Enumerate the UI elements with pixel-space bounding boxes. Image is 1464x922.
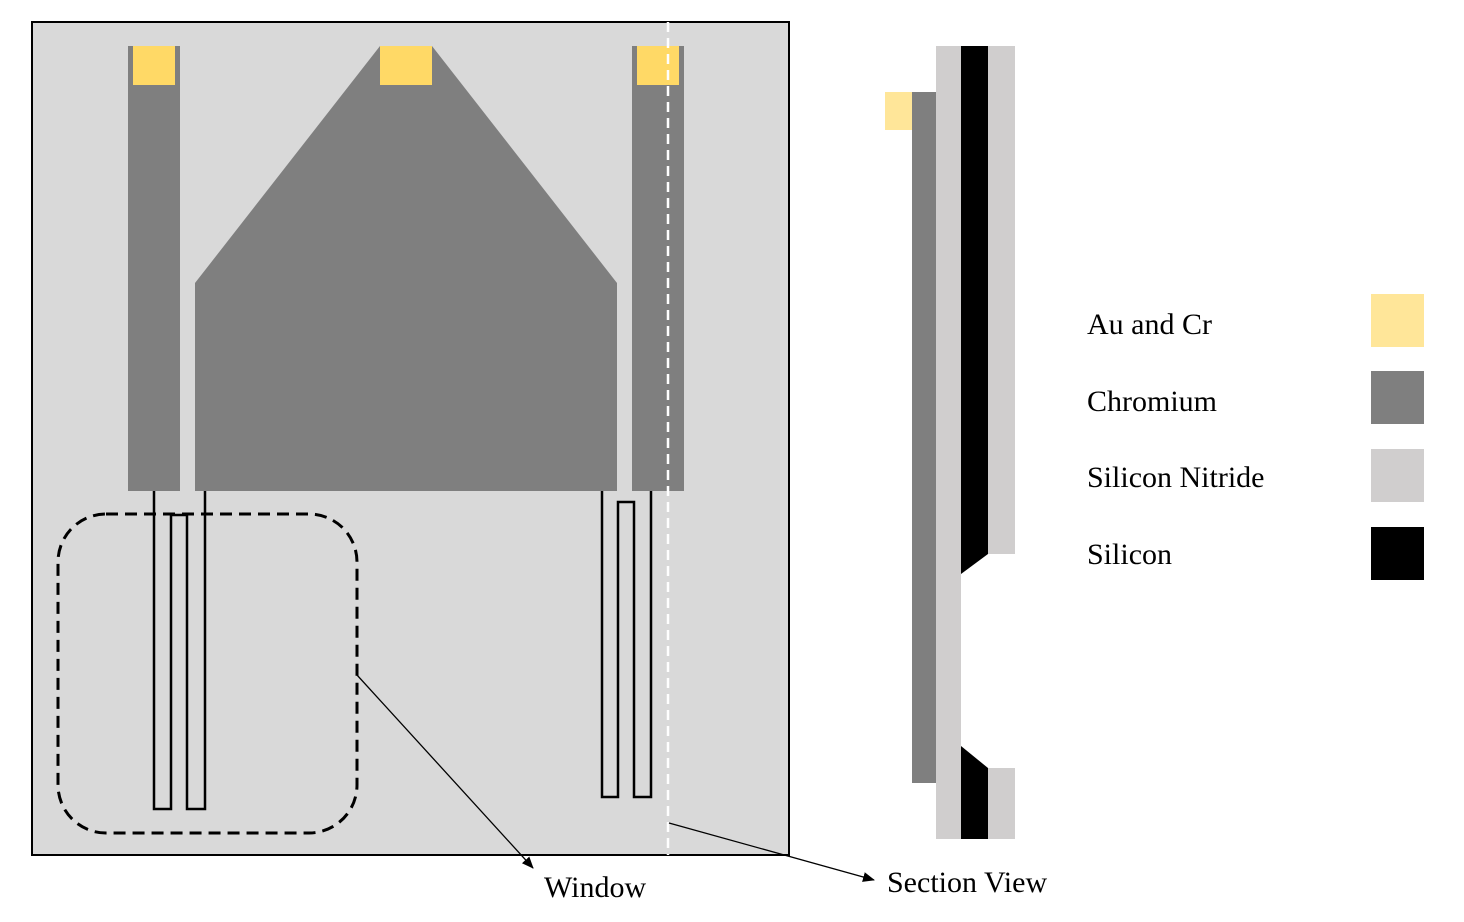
legend-swatch-silicon-nitride [1371,449,1424,502]
section-view-callout-arrow [668,822,875,882]
legend-label-chromium: Chromium [1087,385,1218,418]
nitride-back-upper [988,46,1015,554]
legend-label-au-cr: Au and Cr [1087,308,1212,341]
legend-swatch-au-cr [1371,294,1424,347]
top-view [31,21,790,856]
section-view [885,46,1015,839]
window-label: Window [544,871,647,904]
legend-label-silicon-nitride: Silicon Nitride [1087,461,1265,494]
legend-swatches [1371,294,1424,580]
nitride-membrane-layer [936,46,961,839]
right-bond-pad [637,46,679,85]
silicon-lower [961,746,988,839]
chromium-layer [912,92,936,783]
nitride-back-lower [988,768,1015,839]
legend-swatch-chromium [1371,371,1424,424]
window-outline [56,512,359,835]
legend-swatch-silicon [1371,527,1424,580]
silicon-upper [961,46,988,574]
right-electrode [632,46,684,491]
right-serpentine-trace [600,491,653,799]
left-serpentine-trace [152,491,207,811]
left-electrode [128,46,180,491]
au-cr-pad [885,92,912,130]
section-view-label: Section View [887,866,1048,899]
legend-label-silicon: Silicon [1087,538,1173,571]
center-bond-pad [380,46,432,85]
window-callout-arrow [356,674,534,869]
center-electrode [195,46,617,491]
left-bond-pad [133,46,175,85]
